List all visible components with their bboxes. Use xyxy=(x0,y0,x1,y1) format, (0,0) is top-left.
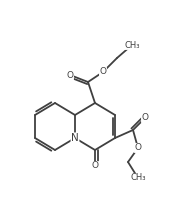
Text: O: O xyxy=(67,71,74,79)
Text: O: O xyxy=(141,113,148,122)
Text: CH₃: CH₃ xyxy=(124,41,140,49)
Text: O: O xyxy=(91,161,98,171)
Text: CH₃: CH₃ xyxy=(130,173,146,182)
Text: O: O xyxy=(135,143,141,152)
Text: O: O xyxy=(100,67,107,76)
Text: N: N xyxy=(71,133,79,143)
